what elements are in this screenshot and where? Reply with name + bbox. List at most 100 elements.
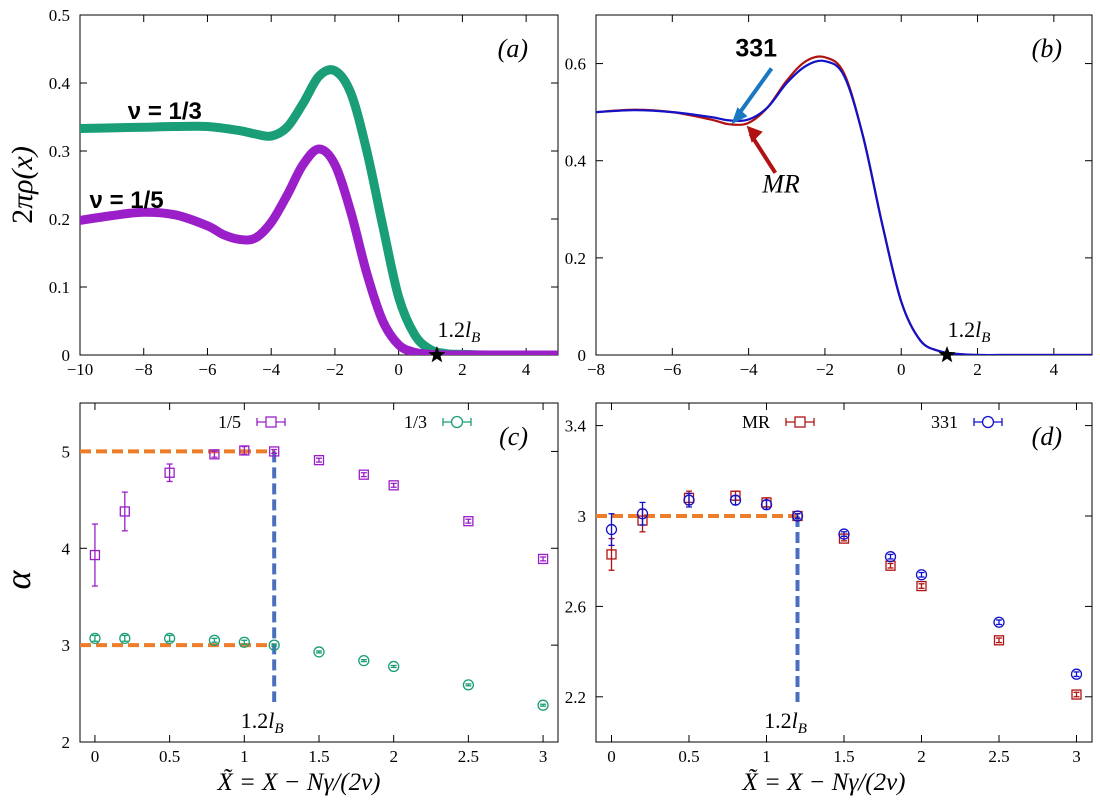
arrow-331 bbox=[737, 67, 774, 115]
x-tick-label: 4 bbox=[522, 360, 531, 379]
y-tick-label: 0.5 bbox=[49, 6, 70, 25]
data-point bbox=[1070, 668, 1083, 680]
data-point bbox=[993, 616, 1005, 628]
data-point bbox=[838, 528, 850, 540]
data-point bbox=[388, 480, 399, 491]
legend-marker bbox=[981, 415, 995, 429]
plot-frame bbox=[79, 402, 559, 743]
data-point bbox=[537, 699, 549, 711]
x-tick-label: 1.5 bbox=[308, 747, 329, 766]
data-point bbox=[760, 499, 773, 511]
annotation-label: 1.2lB bbox=[948, 317, 991, 346]
annotation-label: 1.2lB bbox=[438, 317, 481, 346]
x-tick-label: 0 bbox=[607, 747, 616, 766]
arrow-head bbox=[746, 125, 763, 143]
x-tick-label: −4 bbox=[262, 360, 281, 379]
x-tick-label: 2 bbox=[973, 360, 982, 379]
data-point bbox=[915, 569, 928, 581]
y-tick-label: 0 bbox=[578, 346, 587, 365]
y-tick-label: 0.6 bbox=[565, 55, 586, 74]
data-point bbox=[358, 654, 370, 667]
plot-frame bbox=[79, 14, 559, 356]
data-point bbox=[268, 639, 280, 651]
panel-label: (d) bbox=[1032, 422, 1062, 451]
legend-label: 331 bbox=[931, 412, 958, 432]
x-tick-label: −8 bbox=[587, 360, 605, 379]
data-point bbox=[239, 445, 250, 456]
panel-0: −10 −8 −6 −4 −2 0 2 4 0 0.1 0.2 0.3 0.4 0.5 (a) 1.2lB ν … bbox=[49, 6, 559, 379]
data-point bbox=[916, 580, 927, 592]
data-point bbox=[1071, 689, 1082, 700]
x-tick-label: 0 bbox=[394, 360, 403, 379]
y-tick-label: 2.6 bbox=[565, 597, 586, 616]
y-tick-label: 0.2 bbox=[565, 249, 586, 268]
series-line-331 bbox=[596, 59, 1092, 355]
panel-3: 0 0.5 1 1.5 2 2.5 3 2.2 2.6 3 3.4 (d) 1.2lB MR 331 bbox=[565, 402, 1093, 766]
plot-frame bbox=[595, 14, 1093, 356]
panel-label: (a) bbox=[498, 34, 528, 63]
star-marker bbox=[428, 346, 446, 363]
star-marker bbox=[938, 346, 956, 363]
plot-frame bbox=[595, 402, 1093, 743]
y-tick-label: 3 bbox=[62, 636, 71, 655]
series-line-MR bbox=[596, 55, 1092, 355]
arrow-mr bbox=[748, 132, 778, 174]
data-point bbox=[683, 494, 695, 506]
series-line-15 bbox=[80, 144, 558, 355]
x-tick-label: 1 bbox=[240, 747, 249, 766]
y-tick-label: 2.2 bbox=[565, 688, 586, 707]
data-point bbox=[269, 446, 280, 457]
x-tick-label: 0.5 bbox=[678, 747, 699, 766]
x-tick-label: −10 bbox=[67, 360, 94, 379]
annotation-label: 1.2lB bbox=[241, 708, 284, 737]
y-tick-label: 3.4 bbox=[565, 417, 587, 436]
data-point bbox=[605, 523, 618, 536]
x-tick-label: −6 bbox=[663, 360, 681, 379]
y-tick-label: 0.4 bbox=[49, 74, 71, 93]
y-tick-label: 2 bbox=[62, 733, 71, 752]
y-tick-label: 4 bbox=[62, 539, 71, 558]
legend-label: MR bbox=[742, 412, 770, 432]
x-tick-label: 2 bbox=[389, 747, 398, 766]
x-tick-label: 2 bbox=[458, 360, 467, 379]
data-point bbox=[163, 632, 176, 645]
data-point bbox=[238, 636, 250, 648]
x-tick-label: −2 bbox=[326, 360, 344, 379]
x-axis-label: X̃ = X − Nγ/(2ν) bbox=[741, 769, 905, 796]
x-tick-label: 3 bbox=[539, 747, 548, 766]
y-tick-label: 0.4 bbox=[565, 152, 587, 171]
data-point bbox=[313, 646, 325, 658]
x-tick-label: 0 bbox=[91, 747, 100, 766]
series-label: ν = 1/5 bbox=[90, 187, 164, 214]
data-point bbox=[993, 635, 1005, 646]
data-point bbox=[119, 632, 131, 645]
data-point bbox=[462, 679, 475, 691]
x-tick-label: 3 bbox=[1072, 747, 1081, 766]
x-tick-label: −4 bbox=[740, 360, 759, 379]
y-tick-label: 0.2 bbox=[49, 210, 70, 229]
panel-2: 0 0.5 1 1.5 2 2.5 3 2 3 4 5 (c) 1.2lB 1/5 1/3 bbox=[62, 402, 559, 766]
x-tick-label: 2 bbox=[917, 747, 926, 766]
data-point bbox=[209, 449, 220, 460]
x-tick-label: 1 bbox=[762, 747, 771, 766]
legend-marker bbox=[265, 416, 277, 428]
y-tick-label: 0.1 bbox=[49, 278, 70, 297]
data-point bbox=[636, 508, 649, 520]
arrow-head bbox=[731, 107, 748, 125]
data-point bbox=[208, 634, 221, 646]
x-tick-label: 1.5 bbox=[833, 747, 854, 766]
data-point bbox=[463, 516, 474, 527]
data-point bbox=[388, 660, 400, 673]
legend-label: 1/5 bbox=[218, 412, 241, 432]
data-point bbox=[729, 494, 742, 506]
x-tick-label: −6 bbox=[198, 360, 216, 379]
data-point bbox=[119, 506, 130, 517]
y-tick-label: 5 bbox=[62, 442, 71, 461]
data-point bbox=[537, 553, 549, 565]
x-tick-label: 0.5 bbox=[159, 747, 180, 766]
annotation-label: 1.2lB bbox=[764, 708, 807, 737]
legend-label: 1/3 bbox=[404, 412, 427, 432]
series-label: 331 bbox=[735, 34, 777, 62]
data-point bbox=[358, 469, 369, 480]
series-label: ν = 1/3 bbox=[128, 98, 202, 125]
